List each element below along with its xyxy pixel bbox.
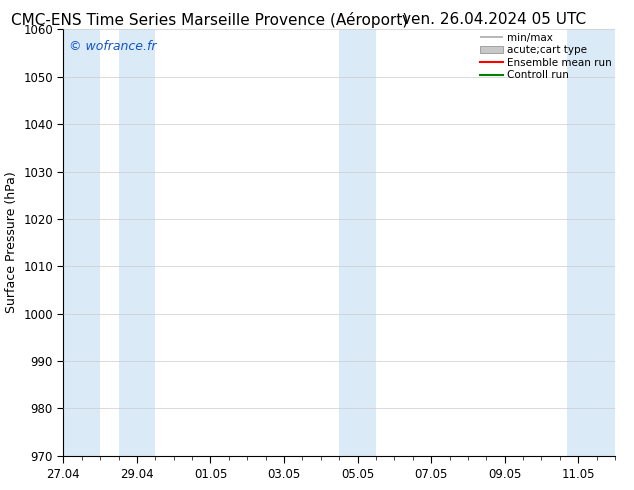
Legend: min/max, acute;cart type, Ensemble mean run, Controll run: min/max, acute;cart type, Ensemble mean … — [478, 30, 614, 82]
Text: ven. 26.04.2024 05 UTC: ven. 26.04.2024 05 UTC — [403, 12, 586, 27]
Bar — [567, 29, 615, 456]
Bar — [63, 29, 100, 456]
Bar — [119, 29, 155, 456]
Bar — [339, 29, 376, 456]
Y-axis label: Surface Pressure (hPa): Surface Pressure (hPa) — [4, 172, 18, 314]
Text: CMC-ENS Time Series Marseille Provence (Aéroport): CMC-ENS Time Series Marseille Provence (… — [11, 12, 408, 28]
Text: © wofrance.fr: © wofrance.fr — [69, 40, 157, 53]
